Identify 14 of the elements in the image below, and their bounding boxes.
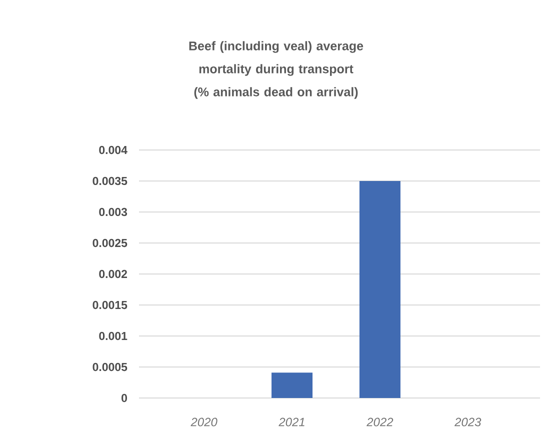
x-tick-label: 2023	[454, 418, 482, 426]
y-tick-label: 0	[122, 394, 127, 402]
x-tick-label: 2022	[366, 418, 394, 426]
y-tick-label: 0.0005	[92, 362, 128, 372]
y-tick-label: 0.004	[99, 146, 128, 154]
x-tick-label: 2021	[278, 418, 304, 426]
y-tick-label: 0.002	[99, 270, 127, 278]
y-tick-label: 0.0025	[92, 238, 128, 248]
chart-title: Beef (including veal) average mortality during transport (% animals dead on arrival)	[189, 41, 364, 99]
y-tick-label: 0.003	[99, 208, 128, 216]
y-tick-label: 0.0015	[92, 300, 128, 310]
y-tick-label: 0.0035	[92, 176, 128, 186]
x-tick-label: 2020	[190, 418, 218, 426]
y-tick-label: 0.001	[99, 332, 128, 340]
